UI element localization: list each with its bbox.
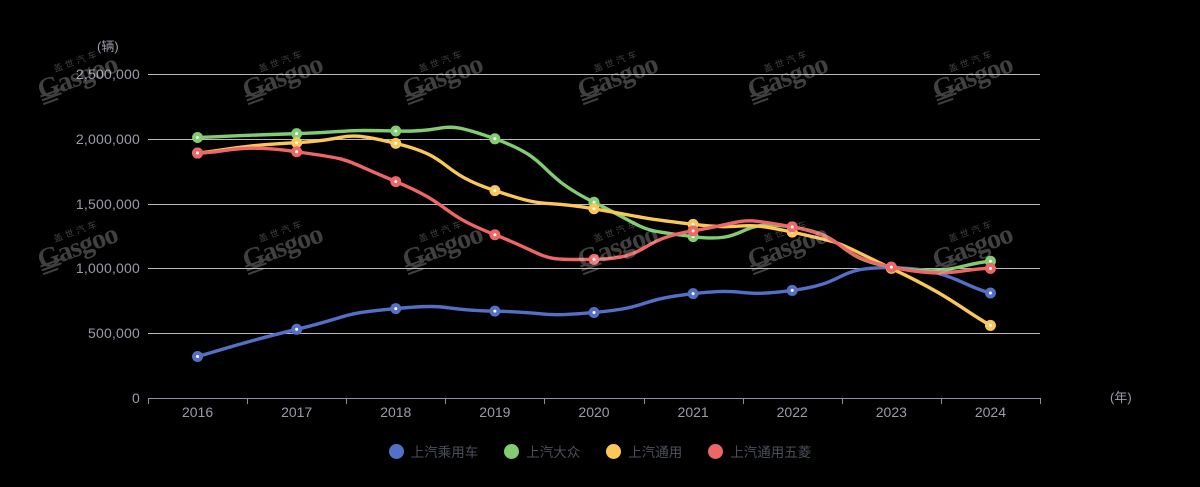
data-point-core [790,225,794,229]
legend-swatch-icon [388,443,404,459]
x-axis-tick [247,398,249,404]
x-axis-tick [643,398,645,404]
x-axis-tick [1040,398,1041,404]
x-axis-tick [841,398,843,404]
series-2 [192,134,996,331]
x-axis-tick-label: 2023 [875,404,907,420]
series-1 [192,125,996,273]
legend-swatch-icon [504,443,520,459]
legend-label: 上汽通用 [628,445,683,460]
data-point-core [493,137,497,141]
legend-item-1[interactable]: 上汽大众 [504,441,580,461]
x-axis-tick-label: 2016 [181,404,214,420]
data-point-core [196,151,200,155]
x-axis-tick [148,398,149,404]
x-axis-tick-label: 2018 [380,404,412,420]
x-axis-tick-label: 2019 [479,404,511,420]
data-point-core [988,323,992,327]
legend-label: 上汽乘用车 [410,445,479,460]
gridline [148,74,1040,75]
y-axis-labels: 0 500,000 1,000,000 1,500,000 2,000,000 2,500… [0,0,140,487]
data-point-core [592,207,596,211]
x-axis-tick [940,398,942,404]
y-axis-tick-label: 500,000 [87,325,140,342]
data-point-core [790,288,794,292]
data-point-core [295,327,299,331]
legend-item-0[interactable]: 上汽乘用车 [388,441,479,461]
data-point-core [394,141,398,145]
data-point-core [691,222,695,226]
gridline [148,138,1040,140]
x-axis-tick [346,398,348,404]
legend-item-3[interactable]: 上汽通用五菱 [708,441,811,461]
gridline [148,268,1040,270]
data-point-core [196,136,200,140]
y-axis-tick-label: 1,000,000 [75,260,140,277]
data-point-core [691,292,695,296]
data-point-core [196,355,200,359]
data-point-core [988,291,992,295]
data-point-core [493,233,497,237]
legend-swatch-icon [708,443,724,459]
x-axis-tick [544,398,546,404]
legend-item-2[interactable]: 上汽通用 [606,441,682,461]
x-axis-tick-label: 2020 [578,404,610,420]
data-point-core [592,200,596,204]
x-axis-tick [445,398,447,404]
x-axis-tick [742,398,744,404]
gridline [148,333,1040,335]
series-line [195,134,993,328]
data-point-core [988,266,992,270]
legend-label: 上汽通用五菱 [730,445,812,460]
series-0 [192,262,996,363]
x-axis-unit-label: (年) [1110,390,1132,405]
data-point-core [394,129,398,133]
series-3 [192,146,996,275]
y-axis-tick-label: 1,500,000 [75,195,140,212]
x-axis-line [148,398,1040,399]
data-point-core [988,259,992,263]
y-axis-unit-label: (辆) [97,39,119,54]
chart-legend: 上汽乘用车 上汽大众 上汽通用 上汽通用五菱 [0,441,1200,461]
data-point-core [295,150,299,154]
y-axis-tick-label: 2,000,000 [75,130,140,147]
x-axis-tick-label: 2017 [281,404,313,420]
y-axis-tick-label: 2,500,000 [75,66,140,82]
data-point-core [592,310,596,314]
legend-label: 上汽大众 [526,445,581,460]
legend-swatch-icon [606,443,622,459]
data-point-core [889,265,893,269]
data-point-core [592,257,596,261]
data-point-core [691,229,695,233]
data-point-core [394,180,398,184]
x-axis-tick-label: 2022 [776,404,808,420]
x-axis-tick-label: 2024 [974,404,1007,420]
data-point-core [493,189,497,193]
data-point-core [295,141,299,145]
x-axis-tick-label: 2021 [677,404,709,420]
y-axis-tick-label: 0 [132,390,140,406]
data-point-core [493,309,497,313]
data-point-core [295,132,299,136]
data-point-core [394,307,398,311]
